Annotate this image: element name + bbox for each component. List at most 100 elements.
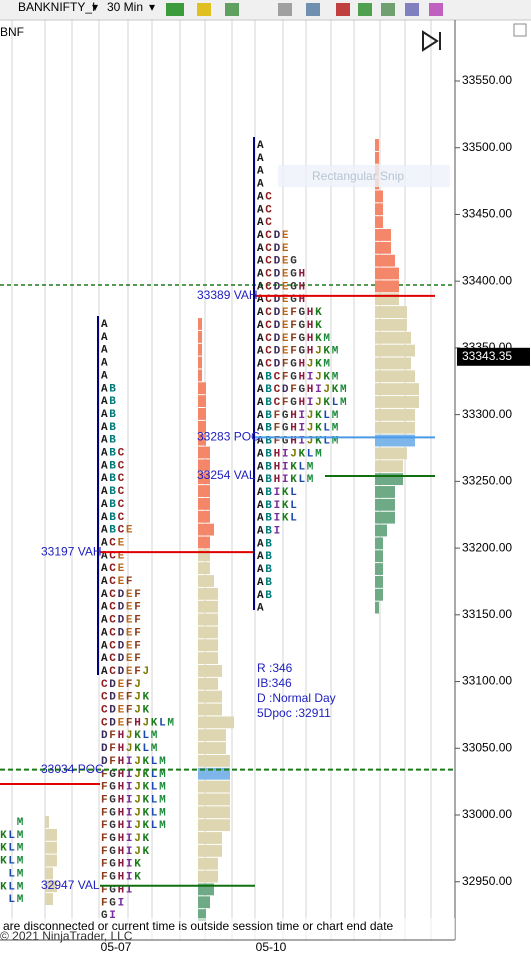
instrument-selector[interactable]: BANKNIFTY_I <box>18 0 95 14</box>
toolbar-icons[interactable] <box>166 3 443 16</box>
icon-properties[interactable] <box>336 3 350 16</box>
histogram-bar <box>198 883 214 896</box>
histogram-bar <box>198 523 214 536</box>
histogram-bar <box>198 343 202 356</box>
interval-selector[interactable]: 30 Min <box>107 0 143 14</box>
histogram-bar <box>375 434 415 447</box>
histogram-bar <box>198 716 234 729</box>
poc-label: 33034 POC <box>41 762 104 776</box>
dropdown-arrow[interactable]: ▾ <box>92 0 98 14</box>
vah-label: 33197 VAH <box>41 544 102 558</box>
histogram-bar <box>375 550 383 563</box>
histogram-bar <box>45 854 57 867</box>
histogram-bar <box>198 613 218 626</box>
tpo-row: A <box>101 370 108 382</box>
icon-draw[interactable] <box>197 3 211 16</box>
dropdown-arrow[interactable]: ▾ <box>149 0 155 14</box>
histogram-bar <box>375 473 403 486</box>
histogram-bar <box>198 485 210 497</box>
histogram-bar <box>375 293 399 306</box>
histogram-bar <box>198 510 210 523</box>
histogram-bar <box>198 626 218 639</box>
snip-overlay-text: Rectangular Snip <box>312 169 404 183</box>
icon-search[interactable] <box>306 3 320 16</box>
histogram-bar <box>375 524 387 537</box>
tpo-row: A <box>101 345 108 357</box>
histogram-bar <box>198 549 210 562</box>
histogram-bar <box>45 828 57 841</box>
tpo-row: A <box>257 178 264 190</box>
histogram-bar <box>198 832 222 844</box>
histogram-bar <box>375 563 383 575</box>
histogram-bar <box>198 844 222 857</box>
scroll-end-button[interactable] <box>422 30 441 52</box>
histogram-bar <box>198 497 210 510</box>
tick-label: 33050.00 <box>462 740 512 754</box>
tick-label: 33300.00 <box>462 407 512 421</box>
status-message: are disconnected or current time is outs… <box>3 919 394 933</box>
histogram-bar <box>375 267 399 280</box>
histogram-bar <box>198 562 210 575</box>
icon-bars[interactable] <box>166 3 184 16</box>
icon-zoom[interactable] <box>225 3 239 16</box>
histogram-bar <box>198 806 230 819</box>
icon-template[interactable] <box>405 3 419 16</box>
icon-chart-type[interactable] <box>381 3 395 16</box>
panel-button[interactable] <box>513 23 527 37</box>
icon-pointer[interactable] <box>278 3 292 16</box>
icon-list[interactable] <box>429 3 443 16</box>
histogram-bar <box>375 511 395 524</box>
histogram-bar <box>45 880 57 893</box>
histogram-bar <box>375 203 383 216</box>
tick-label: 33450.00 <box>462 207 512 221</box>
histogram-bar <box>375 229 391 241</box>
icon-strategy[interactable] <box>358 3 372 16</box>
tick-label: 33200.00 <box>462 540 512 554</box>
histogram-bar <box>375 306 407 318</box>
histogram-bar <box>198 780 230 793</box>
histogram-bar <box>375 318 407 331</box>
histogram-bar <box>375 396 419 408</box>
tpo-row: A <box>101 319 108 331</box>
histogram-bar <box>198 408 206 420</box>
histogram-bar <box>375 383 419 396</box>
histogram-bar <box>198 395 206 408</box>
vah-label: 33389 VAH <box>197 288 258 302</box>
histogram-bar <box>375 357 411 370</box>
